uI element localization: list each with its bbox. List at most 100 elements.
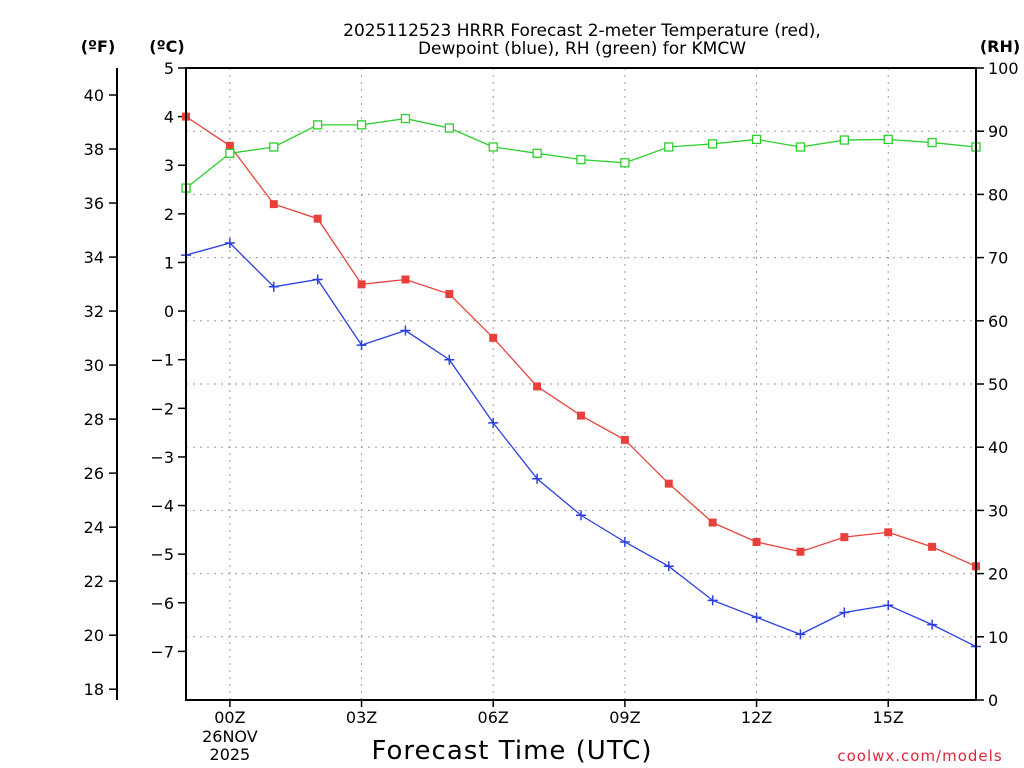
celsius-tick-label: 2 xyxy=(164,205,174,224)
celsius-tick-label: 3 xyxy=(164,156,174,175)
gridlines xyxy=(186,68,976,700)
temperature-point xyxy=(533,382,542,391)
fahrenheit-tick-label: 22 xyxy=(84,572,104,591)
rh-tick-label: 100 xyxy=(988,59,1019,78)
dewpoint-point xyxy=(224,238,235,249)
celsius-tick-label: 5 xyxy=(164,59,174,78)
temperature-point xyxy=(620,435,629,444)
celsius-tick-label: 4 xyxy=(164,108,174,127)
celsius-tick-label: −4 xyxy=(150,497,174,516)
rh-unit-label: (RH) xyxy=(980,37,1020,56)
fahrenheit-tick-label: 24 xyxy=(84,518,104,537)
rh-point xyxy=(532,148,542,158)
rh-point xyxy=(400,113,411,124)
celsius-tick-label: −3 xyxy=(150,448,174,467)
x-tick-year-label: 2025 xyxy=(210,745,251,764)
celsius-tick-label: −6 xyxy=(150,594,174,613)
rh-tick-label: 60 xyxy=(988,312,1008,331)
dewpoint-point xyxy=(619,537,630,547)
x-tick-label: 12Z xyxy=(741,708,772,727)
dewpoint-point xyxy=(883,600,894,611)
fahrenheit-axis: 40 38 36 34 32 30 28 26 24 22 20 18 xyxy=(84,68,118,700)
temperature-point xyxy=(840,533,849,542)
fahrenheit-tick-label: 30 xyxy=(84,356,104,375)
temperature-point xyxy=(796,547,805,556)
plot-frame xyxy=(185,67,977,701)
fahrenheit-tick-label: 38 xyxy=(84,140,104,159)
x-axis-title: Forecast Time (UTC) xyxy=(371,736,652,766)
fahrenheit-tick-label: 18 xyxy=(84,680,104,699)
rh-tick-label: 80 xyxy=(988,185,1008,204)
temperature-point xyxy=(225,141,234,150)
rh-point xyxy=(356,120,367,130)
celsius-unit-label: (ºC) xyxy=(149,37,184,56)
temperature-point xyxy=(445,290,454,299)
rh-point xyxy=(576,154,586,165)
celsius-axis: 5 4 3 2 1 0 −1 −2 −3 −4 −5 −6 −7 xyxy=(150,59,186,661)
dewpoint-line xyxy=(185,242,977,648)
fahrenheit-tick-label: 20 xyxy=(84,626,104,645)
rh-point xyxy=(269,142,279,152)
dewpoint-point xyxy=(312,274,323,285)
rh-tick-label: 40 xyxy=(988,438,1008,457)
rh-tick-label: 50 xyxy=(988,375,1008,394)
fahrenheit-tick-label: 40 xyxy=(84,86,104,105)
rh-tick-label: 0 xyxy=(988,691,998,710)
temperature-line xyxy=(185,116,977,567)
fahrenheit-tick-label: 36 xyxy=(84,194,104,213)
temperature-point xyxy=(928,542,937,551)
rh-point xyxy=(225,148,235,158)
temperature-point xyxy=(401,275,410,284)
dewpoint-point xyxy=(707,595,718,606)
dewpoint-point xyxy=(488,417,499,428)
data-series xyxy=(181,112,981,652)
rh-tick-label: 90 xyxy=(988,122,1008,141)
rh-point xyxy=(488,142,498,152)
x-tick-label: 00Z xyxy=(214,708,245,727)
x-tick-label: 06Z xyxy=(478,708,509,727)
temperature-point xyxy=(752,538,761,546)
rh-point xyxy=(620,158,630,168)
temperature-point xyxy=(884,528,893,537)
chart-title-line2: Dewpoint (blue), RH (green) for KMCW xyxy=(418,39,746,59)
celsius-tick-label: −5 xyxy=(150,545,174,564)
rh-point xyxy=(883,134,893,145)
celsius-tick-label: −1 xyxy=(150,351,174,370)
rh-point xyxy=(708,139,718,149)
dewpoint-point xyxy=(356,340,367,351)
fahrenheit-tick-label: 26 xyxy=(84,464,104,483)
chart-title-line1: 2025112523 HRRR Forecast 2-meter Tempera… xyxy=(343,21,821,41)
fahrenheit-tick-label: 28 xyxy=(84,410,104,429)
x-tick-label: 15Z xyxy=(873,708,904,727)
temperature-point xyxy=(708,518,717,527)
dewpoint-point xyxy=(751,612,762,623)
credit-text: coolwx.com/models xyxy=(837,747,1002,765)
celsius-tick-label: 1 xyxy=(164,253,174,272)
temperature-point xyxy=(313,214,322,223)
x-tick-date-label: 26NOV xyxy=(202,727,258,746)
temperature-series xyxy=(182,112,980,571)
fahrenheit-unit-label: (ºF) xyxy=(81,37,116,56)
rh-point xyxy=(751,134,762,145)
dewpoint-point xyxy=(400,325,411,336)
rh-point xyxy=(839,135,849,145)
dewpoint-point xyxy=(927,619,938,630)
celsius-tick-label: 0 xyxy=(164,302,174,321)
dewpoint-point xyxy=(444,354,455,365)
temperature-point xyxy=(489,333,498,342)
temperature-point xyxy=(664,479,673,488)
rh-tick-label: 70 xyxy=(988,249,1008,268)
dewpoint-point xyxy=(268,281,279,292)
dewpoint-point xyxy=(795,629,806,640)
temperature-point xyxy=(269,200,278,209)
rh-point xyxy=(927,137,937,148)
celsius-tick-label: −7 xyxy=(150,642,174,661)
temperature-point xyxy=(357,280,366,289)
rh-line xyxy=(185,117,977,189)
x-tick-label: 03Z xyxy=(346,708,377,727)
dewpoint-point xyxy=(663,561,674,572)
rh-point xyxy=(664,142,674,152)
